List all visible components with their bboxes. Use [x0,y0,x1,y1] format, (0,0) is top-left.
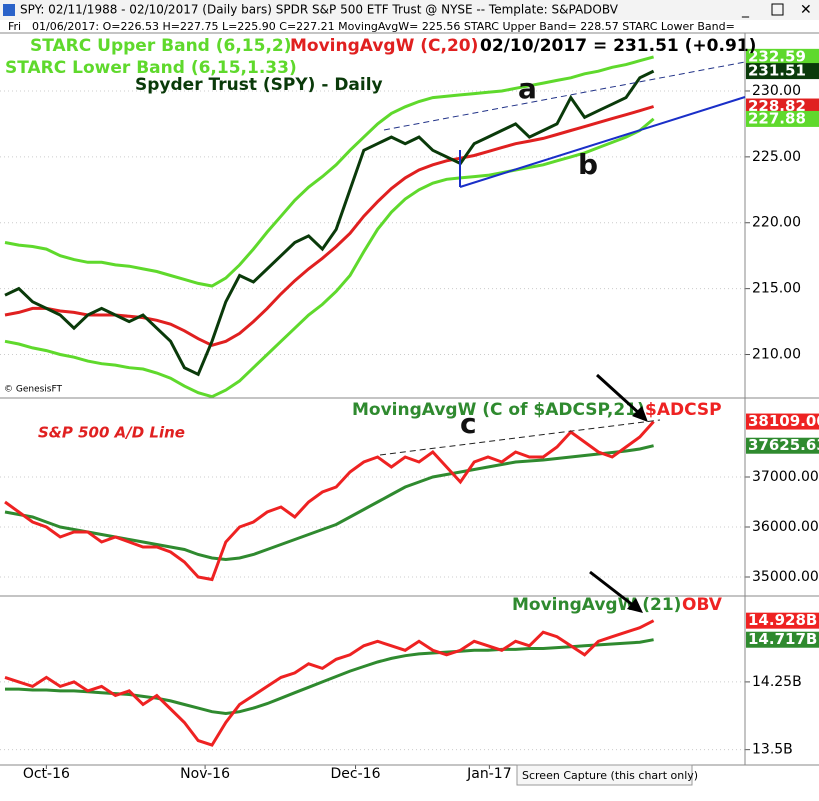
tooltip: Screen Capture (this chart only) [522,769,698,782]
y-tick-label: 215.00 [752,281,801,297]
series-line [5,638,654,716]
annotation: c [460,407,477,440]
arrow-head [627,598,643,613]
value-tag-label: 37625.63 [748,436,819,454]
series-line [4,619,655,747]
value-tag-label: 232.59 [748,47,806,65]
minimize-button[interactable]: _ [741,2,750,18]
annotation: b [578,148,598,181]
value-tag [746,110,819,127]
value-tag [746,413,819,430]
legend-entry: STARC Upper Band (6,15,2) [30,36,292,56]
y-tick-label: 220.00 [752,215,801,231]
y-tick-label: 37000.00 [752,469,819,485]
legend-entry: $ADCSP [645,400,722,420]
series-line [4,420,655,582]
annotation: a [518,72,537,105]
legend-entry: OBV [682,595,723,615]
panel-title: S&P 500 A/D Line [38,424,185,442]
info-text: 01/06/2017: O=226.53 H=227.75 L=225.90 C… [32,20,735,33]
x-tick-label: Nov-16 [180,766,230,782]
y-tick-label: 225.00 [752,149,801,165]
series-line [4,117,655,399]
value-tag-label: 227.88 [748,109,806,127]
trendline-c [379,419,661,456]
arrow [595,373,642,416]
trendline-a [383,61,746,131]
value-tag [746,98,819,115]
legend-entry: Spyder Trust (SPY) - Daily [135,75,383,95]
credit: © GenesisFT [4,385,63,395]
series-line [4,69,655,377]
title-bar [0,0,819,20]
info-bar [0,20,819,33]
window-title: SPY: 02/11/1988 - 02/10/2017 (Daily bars… [20,3,619,17]
value-tag [746,63,819,80]
value-tag [746,48,819,65]
arrow [589,570,635,608]
x-tick-label: Jan-17 [466,766,511,782]
y-tick-label: 210.00 [752,347,801,363]
window-buttons[interactable]: _ ✕ [741,2,812,18]
y-tick-label: 35000.00 [752,569,819,585]
y-tick-label: 13.5B [752,742,793,758]
value-tag-label: 231.51 [748,62,806,80]
quote: 02/10/2017 = 231.51 (+0.91) [480,36,756,56]
value-tag-label: 38109.00 [748,412,819,430]
value-tag-label: 14.717B [748,630,817,648]
trendline-b [459,96,746,188]
legend-entry: STARC Lower Band (6,15,1.33) [5,58,297,78]
legend-entry: MovingAvgW (C,20) [290,36,478,56]
value-tag [746,612,819,629]
value-tag [746,437,819,454]
arrow-head [632,406,648,422]
value-tag [746,631,819,648]
app-icon [3,4,15,16]
maximize-button[interactable] [771,3,784,16]
value-tag-label: 228.82 [748,97,806,115]
y-tick-label: 14.25B [752,674,802,690]
x-tick-label: Dec-16 [331,766,381,782]
close-button[interactable]: ✕ [800,2,812,18]
y-tick-label: 36000.00 [752,519,819,535]
info-day: Fri [8,20,21,33]
tooltip-box [516,764,693,786]
y-tick-label: 230.00 [752,83,801,99]
x-tick-label: Oct-16 [23,766,70,782]
value-tag-label: 14.928B [748,611,817,629]
legend-entry: MovingAvgW (C of $ADCSP,21) [352,400,645,420]
series-line [4,55,654,288]
legend-entry: MovingAvgW (21) [512,595,681,615]
